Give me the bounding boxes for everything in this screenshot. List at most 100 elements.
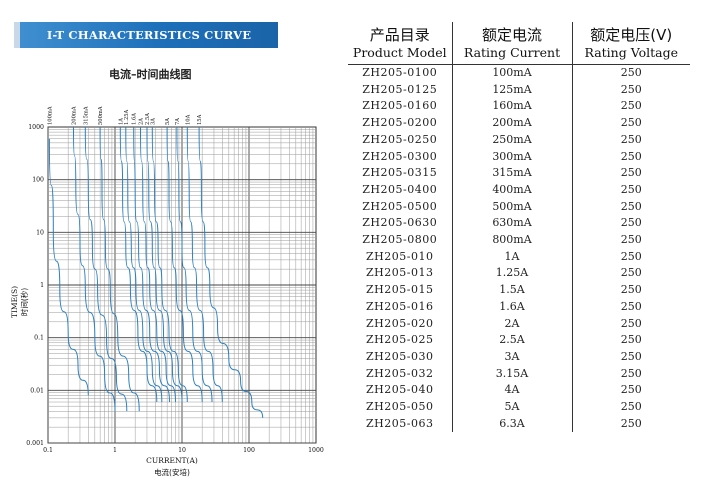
chart-ticks: 0.1 1 10 100 1000 1000 100 10 1 0.1 0.01 0.001 [26,124,324,454]
cell-product-model: ZH205-0100 [362,66,438,79]
cell-product-model: ZH205-016 [366,299,434,313]
cell-product-model: ZH205-0400 [362,182,438,196]
fuse-curve-100ma [48,138,89,396]
table-row: ZH205-0400 400mA 250 [348,181,690,199]
banner-title: I-T CHARACTERISTICS CURVE [46,28,252,42]
y-tick-label: 1 [40,282,44,289]
cell-product-model: ZH205-0300 [362,149,438,163]
curve-label: 7A [175,118,181,125]
table-row: ZH205-030 3A 250 [348,348,690,366]
cell-rating-voltage: 250 [571,98,690,116]
fuse-curve-1.6a [133,126,170,403]
header-rating-current: 额定电流 Rating Current [451,22,572,65]
table-row: ZH205-013 1.25A 250 [348,265,690,283]
x-tick-label: 1 [113,447,117,454]
cell-rating-current: 200mA [451,115,572,132]
y-axis-title: TIME(S) [10,286,19,318]
table-row: ZH205-0630 630mA 250 [348,215,690,233]
cell-rating-voltage: 250 [571,248,690,266]
table-row: ZH205-0250 250mA 250 [348,131,690,149]
cell-rating-voltage: 250 [571,64,690,82]
section-banner: I-T CHARACTERISTICS CURVE [14,22,278,48]
cell-rating-voltage: 250 [571,148,690,166]
table-row: ZH205-0800 800mA 250 [348,232,690,249]
curve-label: 500mA [98,106,104,125]
header-product-model: 产品目录 Product Model [348,22,452,65]
table-row: ZH205-0100 100mA 250 [348,64,690,82]
table-row: ZH205-050 5A 250 [348,399,690,416]
table-row: ZH205-0160 160mA 250 [348,98,690,116]
cell-product-model: ZH205-020 [366,316,434,330]
fuse-curve-15a [198,126,264,418]
curve-label: 1A [118,118,124,125]
cell-product-model: ZH205-063 [366,416,434,430]
x-axis-title-cn: 电流(安培) [154,467,190,477]
cell-rating-voltage: 250 [571,315,690,333]
cell-rating-voltage: 250 [571,415,690,433]
curve-label: 2A [139,118,145,125]
header-label-en: Rating Current [463,44,561,60]
cell-rating-current: 3A [451,348,572,366]
cell-rating-current: 125mA [451,81,572,99]
table-header-row: 产品目录 Product Model 额定电流 Rating Current 额… [348,22,690,65]
fuse-curve-3a [151,126,188,403]
cell-rating-voltage: 250 [571,181,690,199]
cell-rating-current: 3.15A [451,365,572,383]
y-tick-label: 10 [36,229,44,236]
cell-rating-voltage: 250 [571,81,690,99]
header-label-en: Rating Voltage [584,44,678,60]
cell-rating-current: 100mA [451,64,572,82]
cell-product-model: ZH205-025 [366,333,434,347]
fuse-curve-315ma [84,126,128,412]
cell-product-model: ZH205-050 [366,400,434,414]
fuse-curve-1.25a [125,126,163,403]
cell-product-model: ZH205-030 [366,349,434,363]
fuse-curve-2.5a [146,126,183,403]
chart-grid [47,126,317,444]
cell-rating-voltage: 250 [571,399,690,416]
cell-rating-current: 800mA [451,232,572,249]
curve-label: 2.5A [145,113,151,125]
cell-rating-voltage: 250 [571,131,690,149]
cell-rating-voltage: 250 [571,165,690,182]
cell-product-model: ZH205-015 [366,283,434,297]
cell-product-model: ZH205-010 [366,249,434,263]
cell-rating-current: 300mA [451,148,572,166]
fuse-curve-5a [166,126,203,403]
x-tick-label: 1000 [308,447,324,454]
cell-rating-voltage: 250 [571,215,690,233]
cell-rating-current: 400mA [451,181,572,199]
curve-label: 15A [197,114,203,125]
cell-product-model: ZH205-0125 [362,82,438,96]
cell-rating-voltage: 250 [571,232,690,249]
y-tick-label: 0.001 [26,440,44,447]
table-row: ZH205-032 3.15A 250 [348,365,690,383]
fuse-curve-200ma [73,126,116,412]
table-row: ZH205-040 4A 250 [348,382,690,400]
cell-rating-current: 1.25A [451,265,572,283]
curve-label: 3A [150,118,156,125]
cell-rating-current: 250mA [451,131,572,149]
cell-product-model: ZH205-032 [366,366,434,380]
fuse-curve-2a [140,126,176,403]
y-tick-label: 0.1 [34,335,44,342]
product-spec-table: 产品目录 Product Model 额定电流 Rating Current 额… [348,22,690,433]
table-row: ZH205-063 6.3A 250 [348,415,690,433]
cell-rating-current: 2.5A [451,332,572,349]
curve-label: 1.25A [124,109,130,125]
table-row: ZH205-0500 500mA 250 [348,198,690,216]
cell-rating-voltage: 250 [571,198,690,216]
header-label-cn: 额定电压(V) [590,25,673,44]
cell-rating-current: 1.6A [451,298,572,316]
table-row: ZH205-025 2.5A 250 [348,332,690,349]
x-tick-label: 10 [178,447,186,454]
x-axis-title: CURRENT(A) [146,456,198,465]
cell-product-model: ZH205-013 [366,266,434,280]
fuse-curve-500ma [99,126,140,412]
chart-curves [48,126,264,418]
cell-product-model: ZH205-0160 [362,99,438,113]
cell-rating-voltage: 250 [571,332,690,349]
cell-rating-voltage: 250 [571,282,690,299]
cell-rating-voltage: 250 [571,265,690,283]
cell-rating-current: 2A [451,315,572,333]
